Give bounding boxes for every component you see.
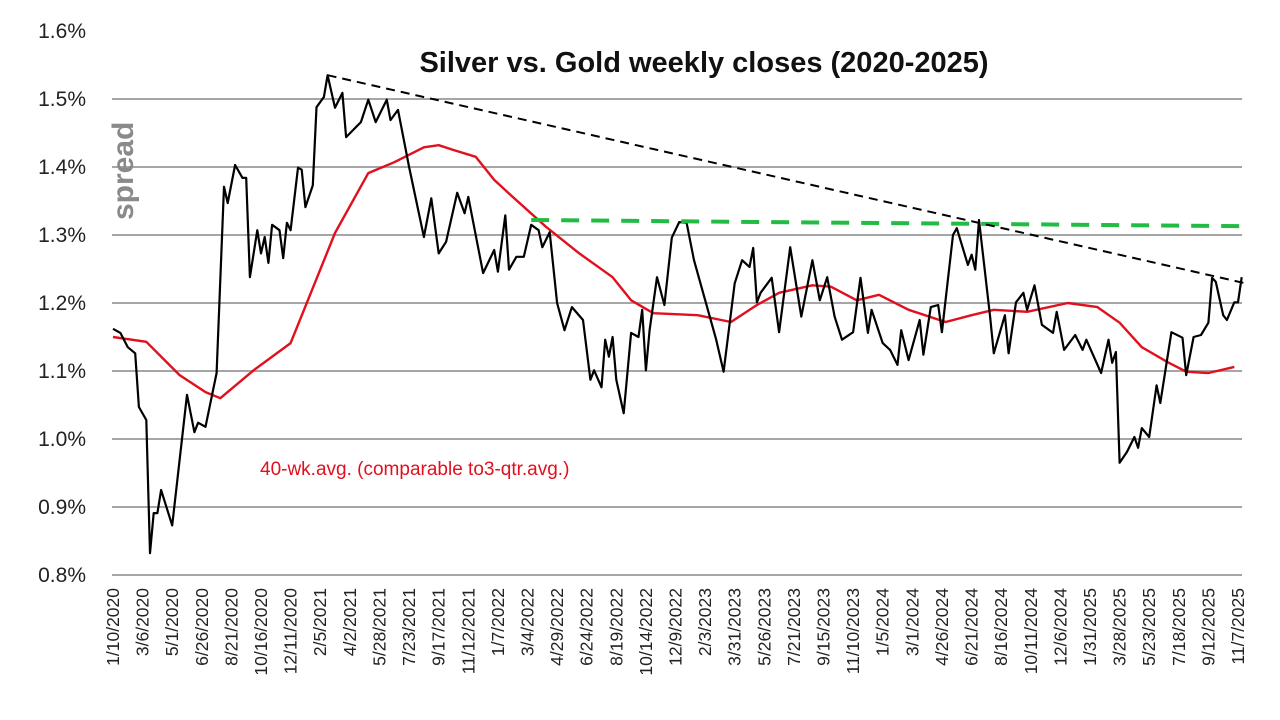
avg-annotation: 40-wk.avg. (comparable to3-qtr.avg.) [260, 459, 569, 480]
y-tick-label: 1.1% [38, 360, 86, 383]
x-tick-label: 3/1/2024 [902, 588, 922, 656]
y-tick-label: 1.2% [38, 292, 86, 315]
y-axis-label: spread [107, 122, 140, 220]
y-tick-label: 1.5% [38, 88, 86, 111]
y-tick-label: 1.6% [38, 20, 86, 43]
x-tick-label: 10/11/2024 [1021, 588, 1041, 675]
x-tick-label: 2/3/2023 [695, 588, 715, 656]
x-tick-label: 4/29/2022 [547, 588, 567, 666]
x-tick-label: 10/14/2022 [636, 588, 656, 676]
x-tick-label: 10/16/2020 [251, 588, 271, 676]
x-tick-label: 6/21/2024 [962, 588, 982, 666]
x-tick-label: 11/7/2025 [1228, 588, 1248, 665]
support-series-line [531, 218, 1246, 229]
x-tick-label: 3/6/2020 [133, 588, 153, 656]
weekly-series-line [112, 74, 1243, 555]
y-tick-label: 1.0% [38, 428, 86, 451]
series-lines [112, 74, 1246, 555]
x-tick-label: 2/5/2021 [310, 588, 330, 656]
x-tick-label: 9/12/2025 [1198, 588, 1218, 666]
x-tick-label: 3/28/2025 [1110, 588, 1130, 666]
x-tick-label: 7/21/2023 [784, 588, 804, 666]
x-tick-label: 5/28/2021 [369, 588, 389, 666]
x-tick-label: 5/1/2020 [162, 588, 182, 656]
x-tick-label: 3/4/2022 [517, 588, 537, 656]
y-tick-label: 1.3% [38, 224, 86, 247]
y-tick-label: 0.9% [38, 496, 86, 519]
x-tick-label: 12/9/2022 [666, 588, 686, 666]
x-tick-label: 1/5/2024 [873, 588, 893, 656]
x-tick-label: 12/6/2024 [1050, 588, 1070, 666]
avg-series-line [112, 144, 1235, 400]
x-tick-label: 6/26/2020 [192, 588, 212, 666]
x-axis-ticks: 1/10/2020 3/6/2020 5/1/2020 6/26/2020 8/21/2… [103, 588, 1248, 676]
x-tick-label: 4/26/2024 [932, 588, 952, 666]
x-tick-label: 5/23/2025 [1139, 588, 1159, 666]
y-tick-label: 0.8% [38, 564, 86, 587]
x-tick-label: 6/24/2022 [577, 588, 597, 666]
x-tick-label: 9/17/2021 [429, 588, 449, 666]
x-tick-label: 9/15/2023 [814, 588, 834, 666]
x-tick-label: 1/10/2020 [103, 588, 123, 666]
x-tick-label: 11/10/2023 [843, 588, 863, 674]
x-tick-label: 4/2/2021 [340, 588, 360, 656]
x-tick-label: 3/31/2023 [725, 588, 745, 666]
x-tick-label: 1/31/2025 [1080, 588, 1100, 666]
trend-series-line [327, 74, 1246, 285]
x-tick-label: 5/26/2023 [754, 588, 774, 666]
chart-title: Silver vs. Gold weekly closes (2020-2025… [419, 47, 988, 79]
x-tick-label: 1/7/2022 [488, 588, 508, 656]
x-tick-label: 7/23/2021 [399, 588, 419, 666]
x-tick-label: 7/18/2025 [1169, 588, 1189, 666]
y-tick-label: 1.4% [38, 156, 86, 179]
x-tick-label: 12/11/2020 [281, 588, 301, 675]
y-axis-ticks: 0.8% 0.9% 1.0% 1.1% 1.2% 1.3% 1.4% 1.5% 1.6% [38, 20, 86, 587]
x-tick-label: 11/12/2021 [458, 588, 478, 674]
gridlines [112, 98, 1242, 576]
x-tick-label: 8/21/2020 [221, 588, 241, 666]
x-tick-label: 8/19/2022 [606, 588, 626, 666]
x-tick-label: 8/16/2024 [991, 588, 1011, 666]
